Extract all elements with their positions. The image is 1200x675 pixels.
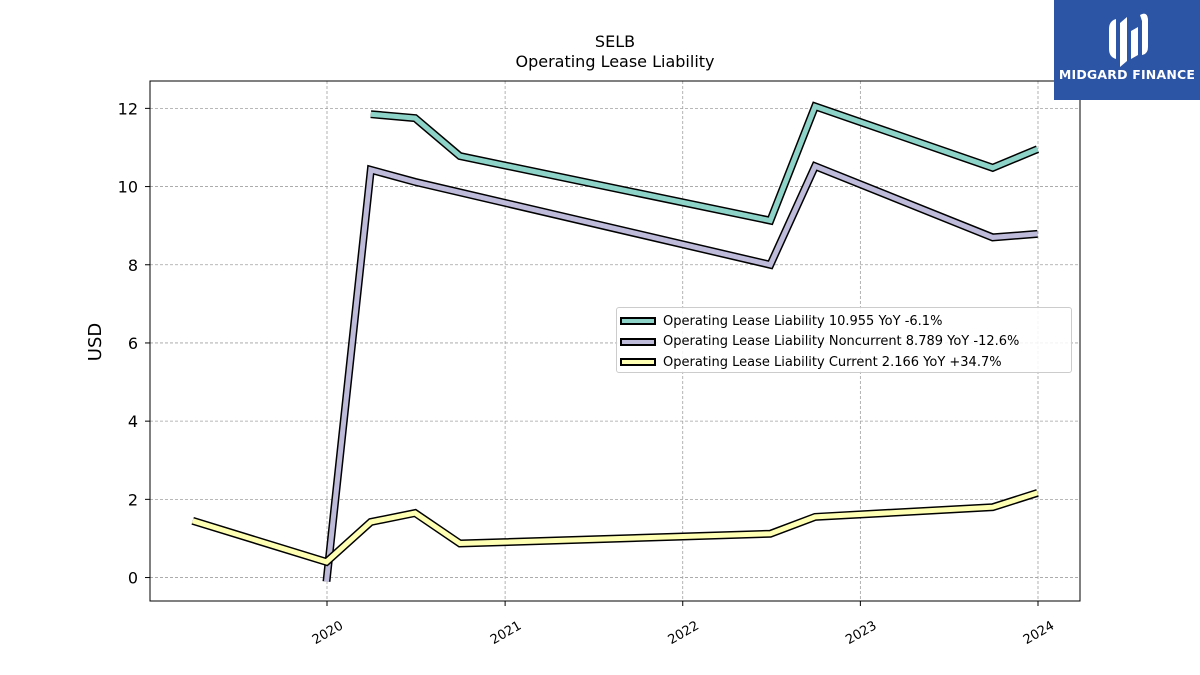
series-lines [191,101,1040,582]
series-0-outline [370,101,1040,226]
legend-item-noncurrent: Operating Lease Liability Noncurrent 8.7… [617,332,1071,353]
x-tick-label: 2024 [1021,618,1057,648]
x-tick-label: 2020 [310,618,346,648]
chart-title: SELB [594,32,636,51]
x-tick-label: 2023 [843,618,879,648]
y-tick-label: 4 [128,412,138,431]
logo-text: MIDGARD FINANCE [1058,67,1196,82]
midgard-finance-logo: MIDGARD FINANCE [1054,0,1200,100]
legend-swatch-current [620,358,656,367]
y-tick-label: 6 [128,334,138,353]
series-2-line [191,490,1039,565]
y-tick-label: 2 [128,490,138,509]
y-tick-label: 0 [128,569,138,588]
x-tick-label: 2022 [666,618,702,648]
series-0-line [370,103,1039,224]
legend-item-current: Operating Lease Liability Current 2.166 … [617,352,1071,373]
legend-label-noncurrent: Operating Lease Liability Noncurrent 8.7… [663,334,1020,350]
y-axis-label: USD [85,323,106,361]
series-1-line [324,162,1038,582]
x-axis: 2020 2021 2022 2023 2024 [310,601,1057,648]
legend: Operating Lease Liability 10.955 YoY -6.… [616,307,1072,373]
legend-label-current: Operating Lease Liability Current 2.166 … [663,354,1002,370]
y-axis: 0 2 4 6 8 10 12 [118,99,150,588]
legend-item-total: Operating Lease Liability 10.955 YoY -6.… [617,311,1071,332]
legend-label-total: Operating Lease Liability 10.955 YoY -6.… [663,313,943,329]
legend-swatch-noncurrent [620,337,656,346]
logo-mark-icon [1109,13,1148,67]
y-tick-label: 8 [128,256,138,275]
legend-swatch-total [620,317,656,326]
series-2-outline [191,489,1039,567]
plot-frame [149,80,1081,602]
series-1-outline [322,161,1038,582]
y-tick-label: 12 [118,99,138,118]
x-tick-label: 2021 [488,618,524,648]
y-tick-label: 10 [118,178,138,197]
chart-subtitle: Operating Lease Liability [515,52,715,71]
